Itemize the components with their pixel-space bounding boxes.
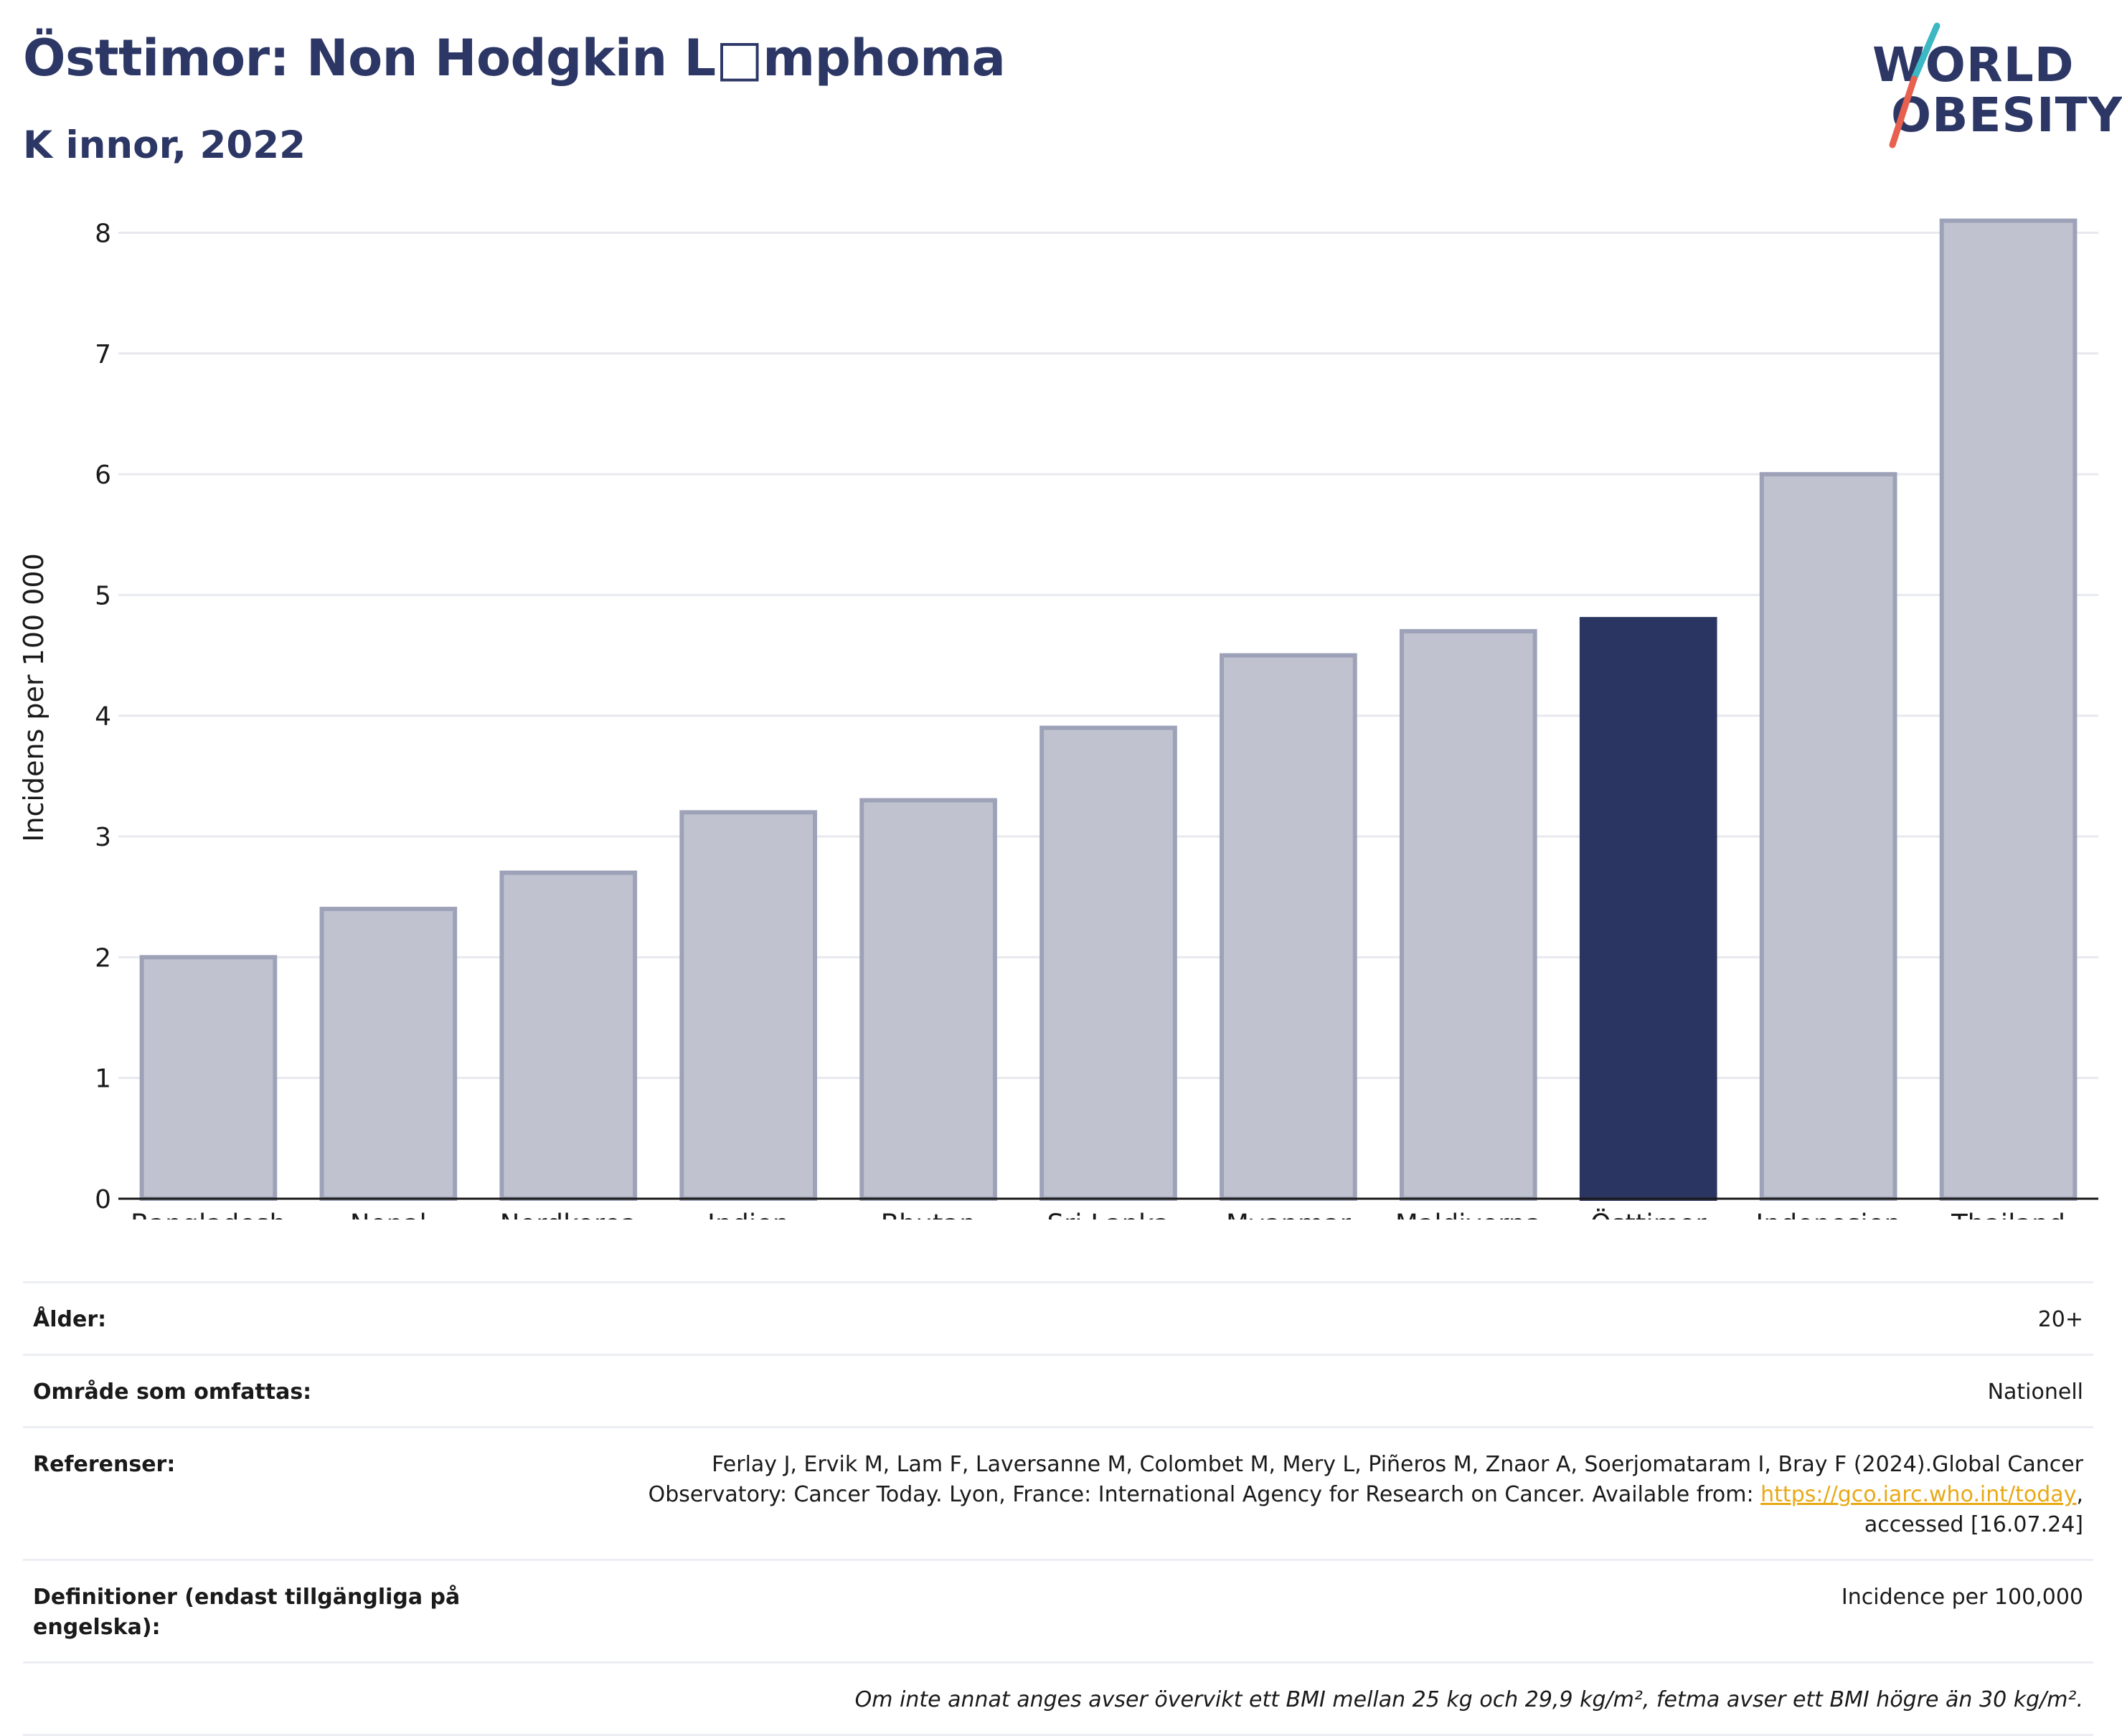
y-tick-label-4: 4 xyxy=(95,702,111,732)
definitions-value: Incidence per 100,000 xyxy=(1841,1585,2083,1610)
y-axis-label: Incidens per 100 000 xyxy=(18,553,49,842)
info-row-definitions: Definitioner (endast tillgängliga på eng… xyxy=(23,1559,2093,1661)
bar-sri-lanka xyxy=(1039,725,1177,1201)
info-row-coverage: Område som omfattas: Nationell xyxy=(23,1354,2093,1426)
bmi-note: Om inte annat anges avser övervikt ett B… xyxy=(854,1687,2083,1712)
bars xyxy=(139,218,2078,1202)
x-tick-label-sri-lanka: Sri Lanka xyxy=(1047,1209,1170,1220)
x-tick-label-bhutan: Bhutan xyxy=(881,1209,976,1220)
y-tick-label-7: 7 xyxy=(95,340,111,369)
x-tick-label-bangladesh: Bangladesh xyxy=(131,1209,286,1220)
logo-slash-icon xyxy=(1889,22,1941,148)
bar-maldiverna xyxy=(1399,628,1537,1201)
x-tick-label-indonesien: Indonesien xyxy=(1755,1209,1900,1220)
age-value: 20+ xyxy=(2037,1307,2083,1332)
bar-myanmar xyxy=(1220,653,1357,1201)
logo-line-1: WORLD xyxy=(1872,37,2075,93)
info-row-age: Ålder: 20+ xyxy=(23,1281,2093,1354)
reference-text-1: Ferlay J, Ervik M, Lam F, Laversanne M, … xyxy=(712,1452,2083,1477)
reference-text-3: accessed [16.07.24] xyxy=(1864,1512,2083,1537)
bar-indien xyxy=(679,810,818,1201)
y-tick-label-0: 0 xyxy=(95,1185,111,1214)
definitions-label: Definitioner (endast tillgängliga på eng… xyxy=(33,1585,461,1640)
x-tick-label-maldiverna: Maldiverna xyxy=(1395,1209,1542,1220)
bar-bangladesh xyxy=(139,955,278,1202)
chart-subtitle: K innor, 2022 xyxy=(23,123,306,167)
bar-bhutan xyxy=(859,798,997,1201)
coverage-label: Område som omfattas: xyxy=(33,1379,312,1405)
bar-chart: 0 1 2 3 4 5 6 7 8 Bangladesh Nepal Nordkorea Indien… xyxy=(18,218,2098,1220)
references-label: Referenser: xyxy=(33,1452,176,1477)
references-value: Ferlay J, Ervik M, Lam F, Laversanne M, … xyxy=(492,1450,2083,1540)
info-table: Ålder: 20+ Område som omfattas: Nationel… xyxy=(23,1281,2093,1736)
y-tick-label-6: 6 xyxy=(95,461,111,490)
info-row-note: Om inte annat anges avser övervikt ett B… xyxy=(23,1661,2093,1736)
age-label: Ålder: xyxy=(33,1307,107,1332)
x-tick-label-nepal: Nepal xyxy=(350,1209,427,1220)
y-tick-label-5: 5 xyxy=(95,581,111,610)
reference-link[interactable]: https://gco.iarc.who.int/today xyxy=(1760,1482,2077,1507)
bar-indonesien xyxy=(1759,472,1897,1201)
bar-nepal xyxy=(319,907,458,1202)
x-tick-label-indien: Indien xyxy=(707,1209,789,1220)
x-tick-label-thailand: Thailand xyxy=(1951,1209,2065,1220)
x-tick-label-osttimor: Östtimor xyxy=(1590,1209,1707,1220)
bar-thailand xyxy=(1939,218,2078,1202)
reference-text-2: Observatory: Cancer Today. Lyon, France:… xyxy=(648,1482,1761,1507)
info-row-references: Referenser: Ferlay J, Ervik M, Lam F, La… xyxy=(23,1426,2093,1559)
chart-title: Östtimor: Non Hodgkin L□mphoma xyxy=(23,29,1006,88)
x-tick-label-nordkorea: Nordkorea xyxy=(500,1209,637,1220)
y-tick-labels: 0 1 2 3 4 5 6 7 8 xyxy=(95,219,111,1214)
world-obesity-logo: WORLD OBESITY xyxy=(1865,22,2122,151)
bar-nordkorea xyxy=(499,870,638,1201)
y-tick-label-2: 2 xyxy=(95,943,111,973)
bar-osttimor xyxy=(1579,617,1717,1201)
y-tick-label-3: 3 xyxy=(95,823,111,852)
reference-comma: , xyxy=(2076,1482,2083,1507)
coverage-value: Nationell xyxy=(1987,1379,2083,1405)
y-tick-label-8: 8 xyxy=(95,219,111,248)
x-tick-labels: Bangladesh Nepal Nordkorea Indien Bhutan Sri … xyxy=(131,1209,2065,1220)
x-tick-label-myanmar: Myanmar xyxy=(1226,1209,1352,1220)
y-tick-label-1: 1 xyxy=(95,1065,111,1094)
logo-line-2: OBESITY xyxy=(1891,88,2122,143)
